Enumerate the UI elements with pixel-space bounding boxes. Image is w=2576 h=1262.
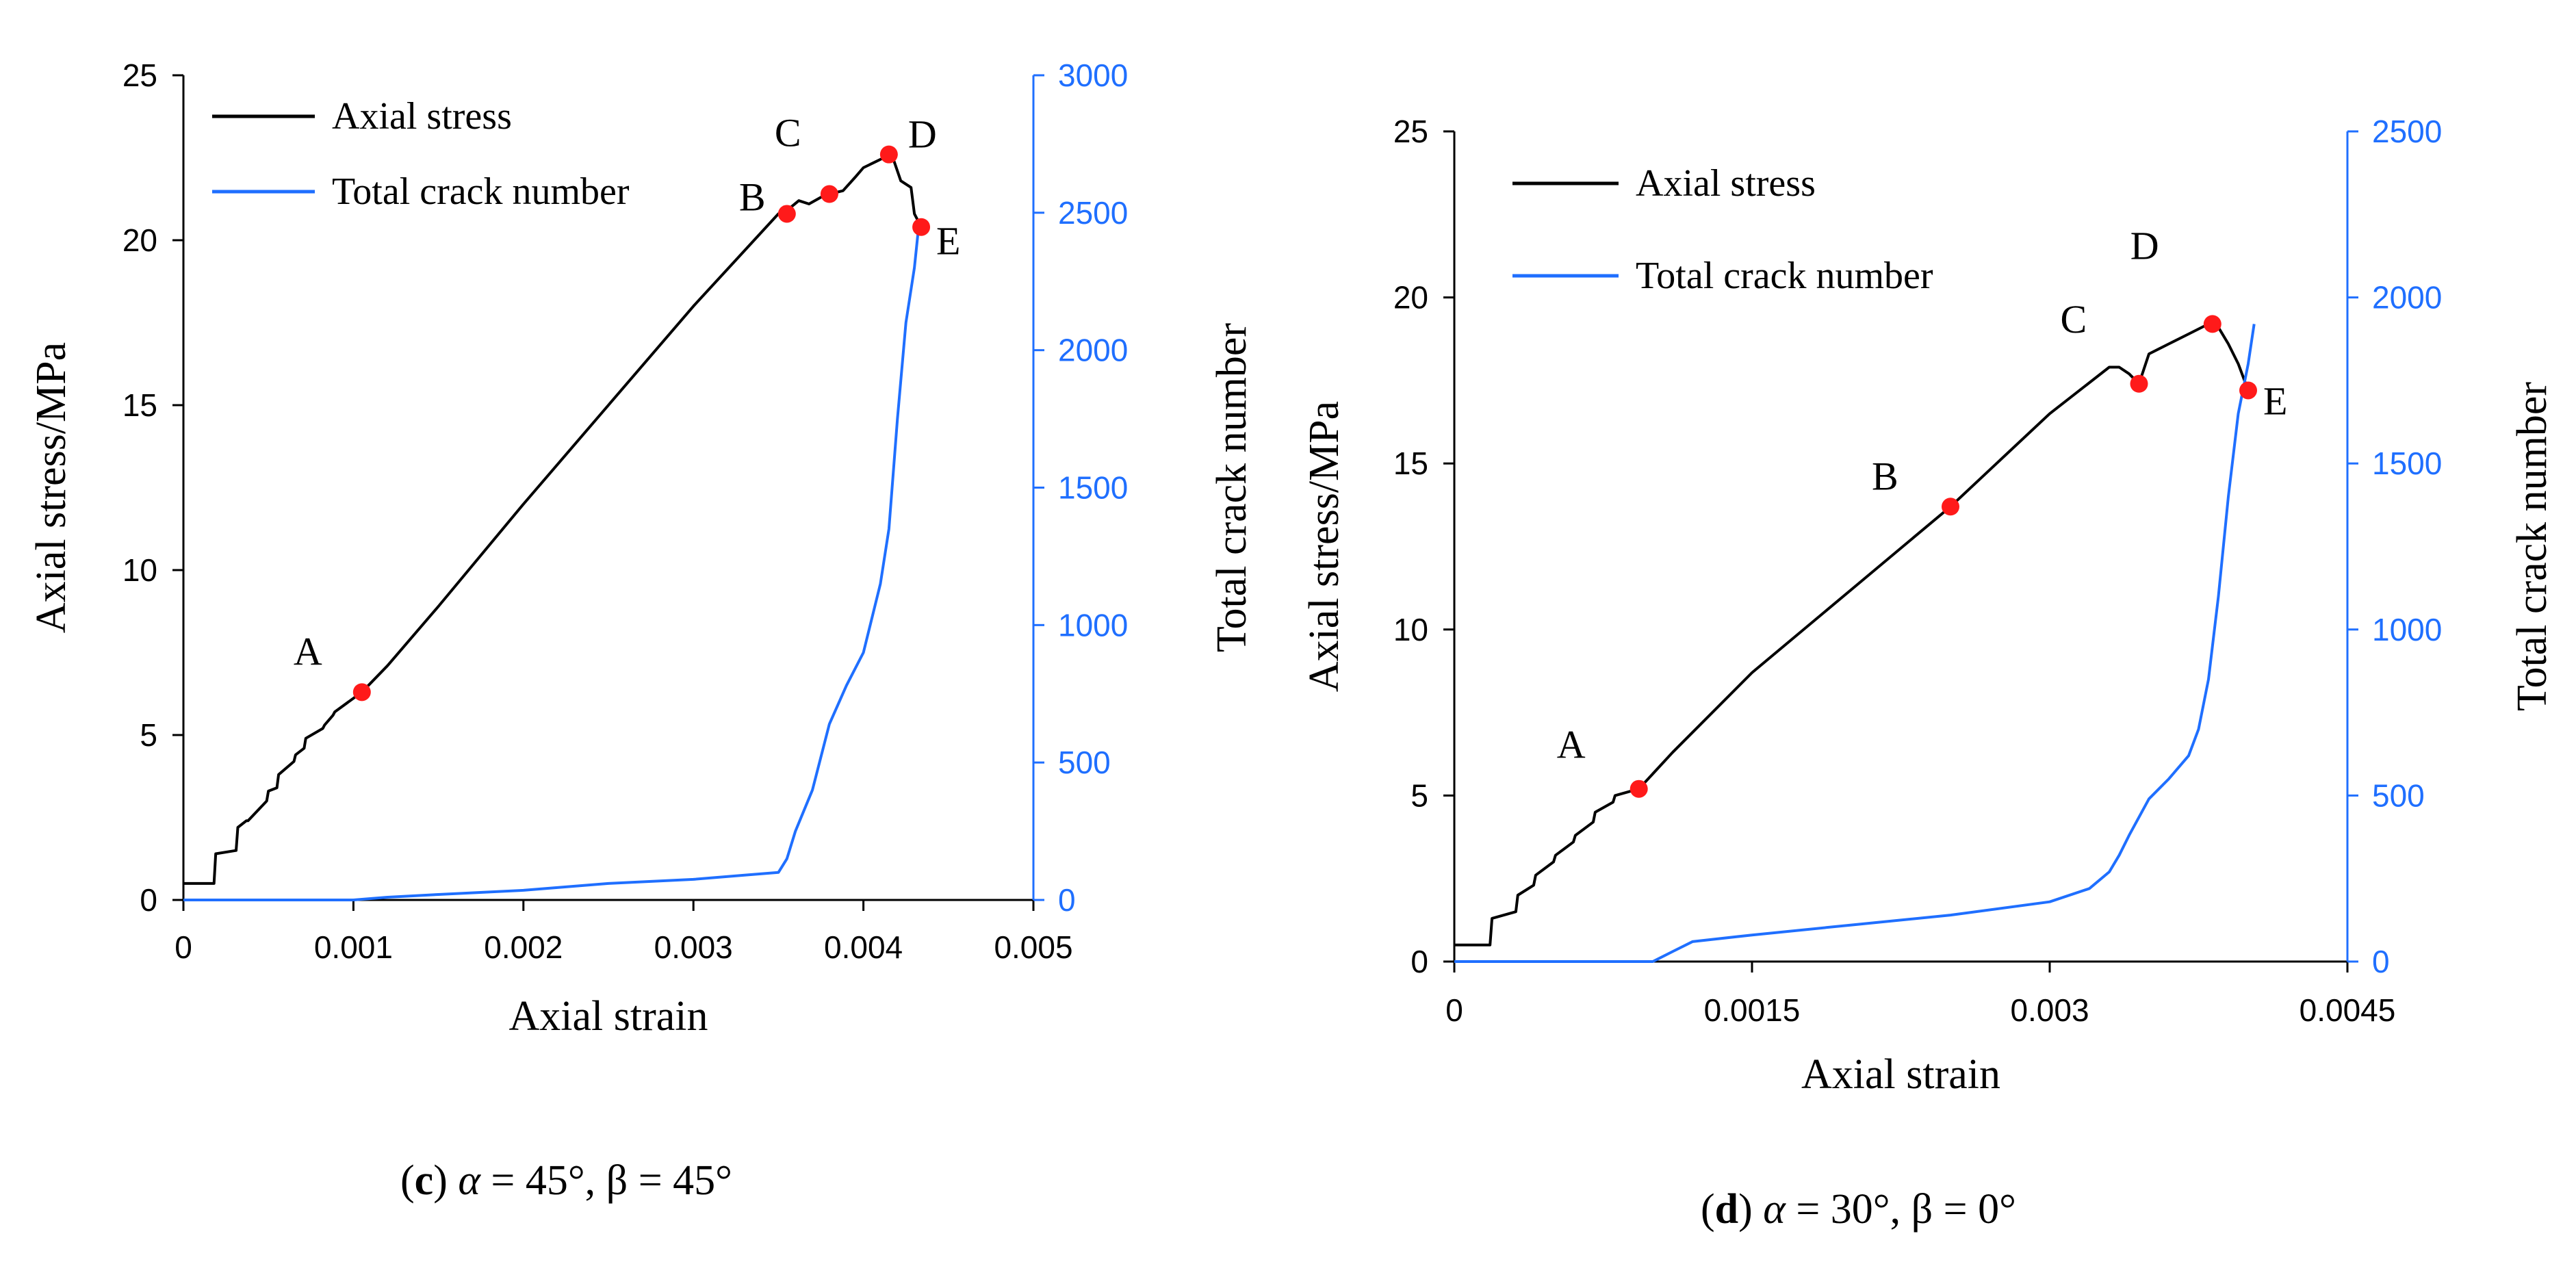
point-label-C: C: [775, 111, 801, 155]
y-tick-label: 10: [1393, 612, 1428, 647]
x-tick-label: 0.005: [994, 929, 1072, 965]
y-tick-label: 25: [123, 57, 157, 93]
point-marker-D: [879, 145, 898, 164]
point-label-B: B: [739, 175, 766, 219]
y-tick-label: 15: [123, 387, 157, 423]
y-axis-label: Axial stress/MPa: [1301, 401, 1348, 692]
x-tick-label: 0.0015: [1704, 992, 1801, 1028]
y-tick-label: 5: [140, 717, 157, 753]
caption-c-text: = 45°, β = 45°: [480, 1157, 732, 1204]
y2-axis-label: Total crack number: [2509, 382, 2555, 711]
axial-stress-line: [183, 153, 923, 885]
chart-panel-c: 0 0.001 0.002 0.003 0.004 0.005 0 5 10 15 20 25 0 500…: [28, 57, 1255, 1040]
axial-stress-line: [1454, 322, 2250, 947]
point-label-E: E: [936, 219, 960, 263]
x-tick-label: 0.0045: [2300, 992, 2396, 1028]
x-tick-label: 0: [175, 929, 192, 965]
x-tick-label: 0.002: [484, 929, 563, 965]
point-marker-B: [1942, 498, 1959, 516]
legend-label: Total crack number: [332, 170, 630, 213]
point-label-D: D: [2130, 223, 2159, 268]
y-tick-label: 0: [140, 882, 157, 918]
caption-d-alpha: α: [1763, 1186, 1786, 1233]
legend-label: Axial stress: [1636, 162, 1816, 205]
y2-tick-label: 1500: [2372, 446, 2442, 481]
caption-d: (d) α = 30°, β = 0°: [1701, 1186, 2016, 1233]
point-label-D: D: [908, 112, 937, 157]
x-tick-label: 0.004: [824, 929, 903, 965]
y2-tick-label: 2500: [2372, 114, 2442, 149]
y-tick-label: 0: [1411, 944, 1428, 979]
y2-tick-label: 500: [2372, 777, 2425, 813]
y-tick-label: 10: [123, 552, 157, 588]
x-tick-label: 0.001: [314, 929, 393, 965]
legend-label: Axial stress: [332, 95, 512, 138]
caption-d-label: d: [1714, 1186, 1739, 1233]
point-marker-A: [352, 683, 371, 701]
y2-tick-label: 1500: [1058, 470, 1128, 506]
point-label-A: A: [1557, 723, 1586, 767]
crack-number-line: [183, 220, 923, 901]
y-tick-label: 25: [1393, 114, 1428, 149]
y2-tick-label: 500: [1058, 745, 1111, 780]
y2-tick-label: 1000: [2372, 612, 2442, 647]
y2-tick-label: 2500: [1058, 195, 1128, 231]
point-marker-E: [912, 218, 931, 236]
caption-c-label: c: [414, 1157, 434, 1204]
y2-tick-label: 0: [1058, 882, 1076, 918]
y2-tick-label: 3000: [1058, 57, 1128, 93]
caption-c: (c) α = 45°, β = 45°: [400, 1157, 732, 1204]
y2-tick-label: 2000: [1058, 333, 1128, 368]
x-tick-label: 0.003: [2010, 992, 2089, 1028]
crack-number-line: [1454, 324, 2256, 963]
y-tick-label: 15: [1393, 446, 1428, 481]
point-label-C: C: [2061, 297, 2087, 342]
point-marker-B: [777, 205, 796, 223]
caption-d-text: = 30°, β = 0°: [1785, 1186, 2016, 1233]
point-label-E: E: [2263, 378, 2287, 423]
y-axis-label: Axial stress/MPa: [28, 342, 75, 633]
y2-tick-label: 1000: [1058, 607, 1128, 643]
point-marker-C: [820, 185, 838, 203]
x-axis-label: Axial strain: [509, 993, 708, 1040]
point-marker-E: [2239, 381, 2257, 400]
point-label-A: A: [294, 629, 322, 673]
point-marker-C: [2130, 374, 2148, 393]
x-axis-label: Axial strain: [1801, 1051, 2000, 1098]
y2-tick-label: 0: [2372, 944, 2390, 979]
point-marker-A: [1630, 780, 1648, 798]
x-tick-label: 0.003: [654, 929, 733, 965]
y-tick-label: 20: [123, 222, 157, 258]
y-tick-label: 5: [1411, 777, 1428, 813]
legend-label: Total crack number: [1636, 255, 1933, 297]
point-label-B: B: [1872, 454, 1898, 498]
y2-tick-label: 2000: [2372, 280, 2442, 316]
y-tick-label: 20: [1393, 280, 1428, 316]
x-tick-label: 0: [1445, 992, 1463, 1028]
y2-axis-label: Total crack number: [1209, 323, 1255, 652]
chart-panel-d: 0 0.0015 0.003 0.0045 0 5 10 15 20 25 0 500 1000 1500…: [1301, 114, 2555, 1098]
caption-c-alpha: α: [458, 1157, 480, 1204]
point-marker-D: [2203, 315, 2221, 333]
